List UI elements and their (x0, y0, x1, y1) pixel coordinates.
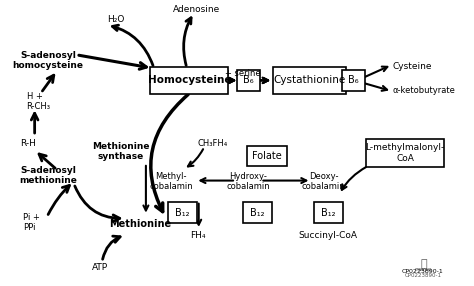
FancyBboxPatch shape (366, 139, 444, 167)
Text: B₆: B₆ (243, 76, 254, 86)
FancyBboxPatch shape (243, 202, 272, 223)
Text: ATP: ATP (91, 263, 108, 272)
Text: B₁₂: B₁₂ (250, 208, 265, 218)
Text: CH₃FH₄: CH₃FH₄ (198, 139, 228, 148)
Text: Methionine
synthase: Methionine synthase (92, 142, 150, 161)
Text: H₂O: H₂O (108, 15, 125, 24)
Text: Cystathionine: Cystathionine (273, 76, 346, 86)
Text: Deoxy-
cobalamin: Deoxy- cobalamin (302, 172, 346, 191)
Text: Hydroxy-
cobalamin: Hydroxy- cobalamin (227, 172, 270, 191)
Text: α-ketobutyrate: α-ketobutyrate (393, 86, 456, 95)
Text: Adenosine: Adenosine (173, 5, 220, 14)
FancyBboxPatch shape (237, 70, 260, 91)
Text: Methyl-
cobalamin: Methyl- cobalamin (150, 172, 193, 191)
Text: S-adenosyl
homocysteine: S-adenosyl homocysteine (12, 51, 83, 70)
Text: Folate: Folate (252, 151, 282, 161)
Text: H +
R-CH₃: H + R-CH₃ (27, 92, 51, 112)
Text: B₁₂: B₁₂ (175, 208, 190, 218)
Text: B₆: B₆ (348, 76, 359, 86)
Text: Succinyl-CoA: Succinyl-CoA (299, 231, 358, 240)
Text: FH₄: FH₄ (190, 231, 206, 240)
Text: Homocysteine: Homocysteine (147, 76, 231, 86)
Text: CP0223890-1: CP0223890-1 (405, 273, 442, 278)
Text: R-H: R-H (20, 138, 36, 148)
Text: + serine: + serine (225, 69, 261, 78)
FancyBboxPatch shape (168, 202, 197, 223)
Text: CP0223890-1: CP0223890-1 (402, 269, 444, 274)
FancyBboxPatch shape (273, 67, 346, 94)
FancyBboxPatch shape (342, 70, 365, 91)
Text: Cysteine: Cysteine (393, 62, 432, 71)
Text: S-adenosyl
methionine: S-adenosyl methionine (19, 166, 77, 185)
Text: ⛨: ⛨ (420, 259, 427, 269)
FancyBboxPatch shape (247, 146, 287, 166)
FancyBboxPatch shape (314, 202, 343, 223)
Text: L-methylmalonyl-
CoA: L-methylmalonyl- CoA (365, 143, 445, 163)
Text: Methionine: Methionine (109, 219, 171, 229)
Text: B₁₂: B₁₂ (321, 208, 336, 218)
Text: Pi +
PPi: Pi + PPi (23, 213, 40, 233)
FancyBboxPatch shape (150, 67, 228, 94)
Text: mayo: mayo (415, 267, 432, 272)
